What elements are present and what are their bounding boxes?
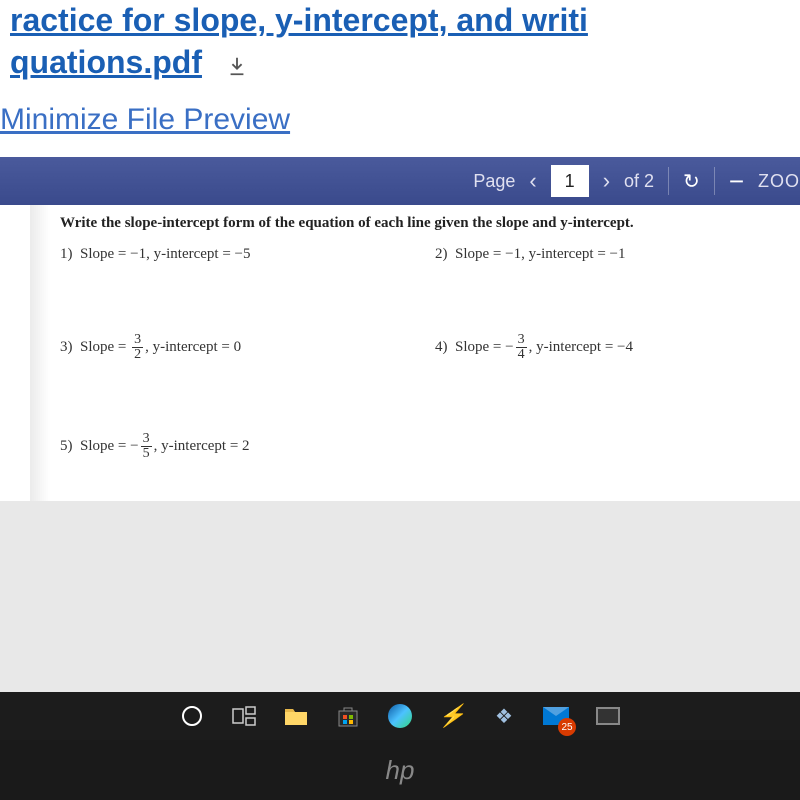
- problem-1: 1) Slope = −1, y-intercept = −5: [60, 246, 395, 263]
- file-title-link-cont[interactable]: quations.pdf: [0, 42, 212, 84]
- download-icon[interactable]: [226, 55, 248, 82]
- minimize-preview-link[interactable]: Minimize File Preview: [0, 83, 300, 147]
- browser-header: ractice for slope, y-intercept, and writ…: [0, 0, 800, 157]
- winamp-icon[interactable]: ⚡: [438, 702, 466, 730]
- pdf-page-content: Write the slope-intercept form of the eq…: [0, 205, 800, 501]
- laptop-bezel: hp: [0, 740, 800, 800]
- problem-grid: 1) Slope = −1, y-intercept = −5 2) Slope…: [60, 246, 770, 461]
- desktop-background: [0, 501, 800, 701]
- prev-page-button[interactable]: ‹: [529, 168, 536, 194]
- zoom-label: ZOO: [758, 171, 800, 192]
- mail-icon[interactable]: 25: [542, 702, 570, 730]
- worksheet-instruction: Write the slope-intercept form of the eq…: [60, 215, 770, 232]
- microsoft-store-icon[interactable]: [334, 702, 362, 730]
- edge-icon[interactable]: [386, 702, 414, 730]
- dropbox-icon[interactable]: ❖: [490, 702, 518, 730]
- page-count-label: of 2: [624, 171, 654, 192]
- toolbar-divider: [668, 167, 669, 195]
- toolbar-divider: [714, 167, 715, 195]
- problem-2: 2) Slope = −1, y-intercept = −1: [435, 246, 770, 263]
- snipping-tool-icon[interactable]: [594, 702, 622, 730]
- screen: ractice for slope, y-intercept, and writ…: [0, 0, 800, 800]
- page-label: Page: [473, 171, 515, 192]
- windows-taskbar: ⚡ ❖ 25: [0, 692, 800, 740]
- problem-4: 4) Slope = −34, y-intercept = −4: [435, 333, 770, 362]
- reload-icon[interactable]: ↻: [683, 169, 700, 194]
- hp-logo: hp: [386, 755, 415, 786]
- zoom-out-button[interactable]: −: [729, 166, 744, 197]
- mail-badge-count: 25: [558, 718, 576, 736]
- problem-3: 3) Slope = 32, y-intercept = 0: [60, 333, 395, 362]
- task-view-icon[interactable]: [230, 702, 258, 730]
- page-number-input[interactable]: [551, 165, 589, 197]
- problem-5: 5) Slope = −35, y-intercept = 2: [60, 432, 395, 461]
- file-title-link[interactable]: ractice for slope, y-intercept, and writ…: [0, 0, 598, 42]
- pdf-toolbar: Page ‹ › of 2 ↻ − ZOO: [0, 157, 800, 205]
- next-page-button[interactable]: ›: [603, 168, 610, 194]
- cortana-icon[interactable]: [178, 702, 206, 730]
- file-explorer-icon[interactable]: [282, 702, 310, 730]
